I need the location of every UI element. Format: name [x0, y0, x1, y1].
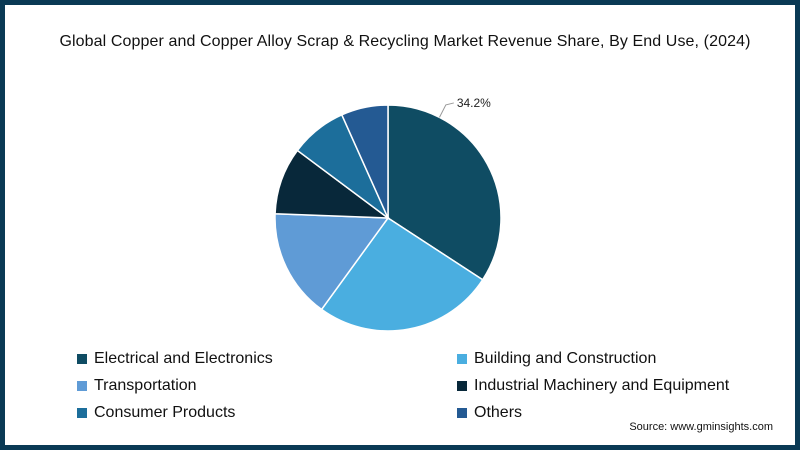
legend-item: Electrical and Electronics: [77, 350, 273, 368]
pie-chart: 34.2%: [274, 96, 502, 332]
legend-swatch: [77, 354, 87, 364]
pie-data-labels: 34.2%: [439, 96, 491, 118]
legend-label: Electrical and Electronics: [94, 350, 273, 367]
legend-item: Transportation: [77, 377, 197, 395]
legend-label: Others: [474, 404, 523, 421]
legend-swatch: [457, 354, 467, 364]
pie-slice-others: [340, 104, 389, 219]
data-label: 34.2%: [457, 96, 491, 110]
data-label-leader-line: [439, 102, 454, 118]
pie-slices: [274, 104, 502, 332]
legend-item: Industrial Machinery and Equipment: [457, 377, 729, 395]
chart-title: Global Copper and Copper Alloy Scrap & R…: [59, 33, 751, 50]
legend-label: Industrial Machinery and Equipment: [474, 377, 730, 394]
legend-label: Consumer Products: [94, 404, 236, 421]
pie-slice-building-and-construction: [320, 216, 484, 332]
source-note: Source: www.gminsights.com: [629, 421, 773, 433]
legend-label: Building and Construction: [474, 350, 657, 367]
legend-item: Others: [457, 404, 522, 422]
pie-slice-transportation: [274, 212, 390, 311]
legend-swatch: [77, 408, 87, 418]
legend-item: Building and Construction: [457, 350, 656, 368]
legend-label: Transportation: [94, 377, 197, 394]
legend-swatch: [457, 408, 467, 418]
legend-swatch: [457, 381, 467, 391]
legend-item: Consumer Products: [77, 404, 235, 422]
legend-swatch: [77, 381, 87, 391]
